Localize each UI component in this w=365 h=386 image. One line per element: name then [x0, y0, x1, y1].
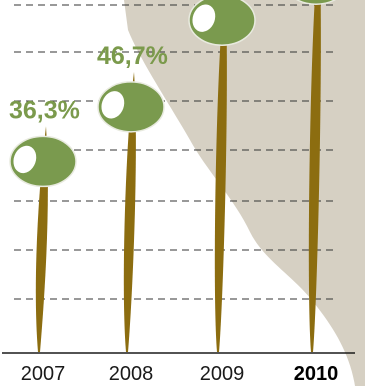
stick-2009	[214, 0, 227, 352]
value-label-2008: 46,7%	[97, 42, 168, 70]
x-tick-2008: 2008	[109, 363, 154, 385]
x-tick-2010: 2010	[294, 363, 339, 385]
olive-pit	[13, 145, 37, 174]
value-labels: 36,3%46,7%63,2%	[9, 42, 168, 125]
olive-pit	[192, 4, 216, 32]
olive-series	[9, 0, 336, 188]
olive-body	[296, 0, 336, 5]
x-axis: 2007 2008 2009 2010	[2, 352, 355, 385]
olive-2010	[296, 0, 336, 5]
background-shape	[124, 0, 365, 386]
olive-2007	[9, 135, 77, 188]
stick-2010	[308, 0, 321, 352]
value-label-2007: 36,3%	[9, 96, 80, 124]
olive-2008	[97, 81, 165, 133]
olive-pit	[101, 91, 125, 119]
x-tick-2009: 2009	[200, 363, 245, 385]
x-tick-2007: 2007	[21, 363, 66, 385]
stick-2008	[123, 71, 136, 352]
olive-2009	[188, 0, 256, 46]
